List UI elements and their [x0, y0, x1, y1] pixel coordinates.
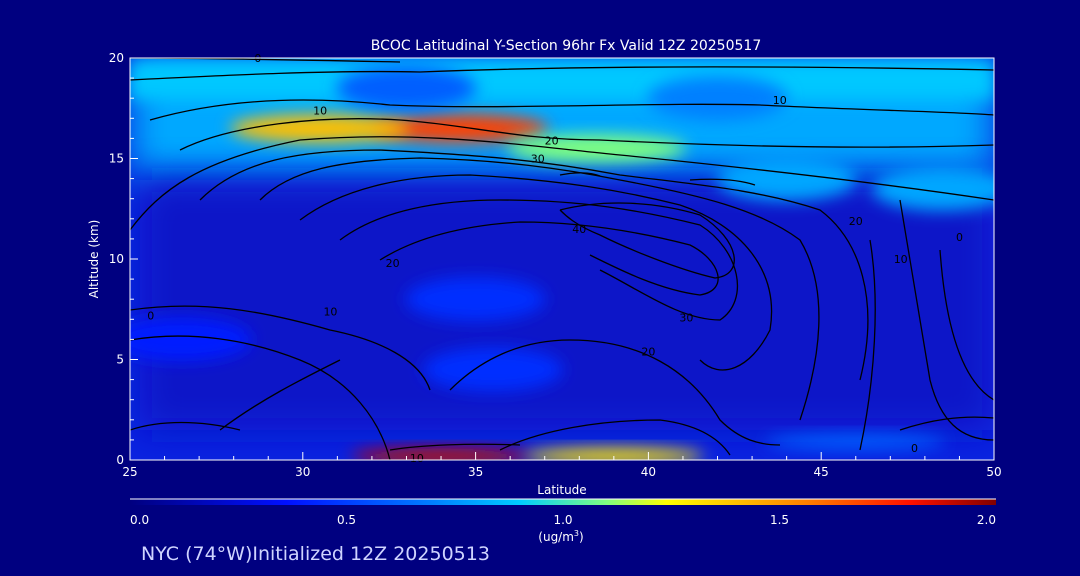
contour-label: 10	[323, 305, 337, 318]
y-tick-label: 20	[109, 51, 124, 65]
contour-label: 30	[531, 153, 545, 166]
x-tick-label: 40	[641, 465, 656, 479]
contour-label: 10	[410, 452, 424, 465]
y-axis-label: Altitude (km)	[87, 220, 101, 299]
heatmap-blob	[405, 277, 546, 322]
colorbar-tick-label: 1.5	[770, 513, 789, 527]
contour-lines	[130, 58, 994, 460]
chart-title: BCOC Latitudinal Y-Section 96hr Fx Valid…	[371, 38, 761, 54]
x-tick-label: 35	[468, 465, 483, 479]
y-axis: 0 5 10 15 20	[109, 51, 138, 467]
heatmap-blob	[130, 317, 252, 362]
footer-caption: NYC (74°W)Initialized 12Z 20250513	[141, 543, 490, 565]
heatmap-blob	[230, 114, 411, 143]
contour-label: 20	[545, 134, 559, 147]
colorbar-tick-label: 0.5	[337, 513, 356, 527]
contour-label: 10	[894, 253, 908, 266]
contour-label: 30	[679, 311, 693, 324]
heatmap-blob	[523, 447, 704, 460]
colorbar-tick-label: 0.0	[130, 513, 149, 527]
y-tick-label: 10	[109, 252, 124, 266]
colorbar-tick-label: 1.0	[553, 513, 572, 527]
heatmap-blob	[872, 166, 994, 211]
contour-label: 20	[641, 345, 655, 358]
heatmap-blob	[716, 156, 857, 201]
x-axis: 25 30 35 40 45 50	[122, 452, 1002, 479]
x-tick-label: 25	[122, 465, 137, 479]
contour-label: 20	[849, 215, 863, 228]
contour-label: 0	[911, 442, 918, 455]
x-tick-label: 30	[295, 465, 310, 479]
contour-label: 0	[147, 309, 154, 322]
contour-label: 0	[956, 231, 963, 244]
heatmap-field	[130, 58, 994, 460]
heatmap-blob	[647, 76, 788, 121]
x-axis-label: Latitude	[537, 483, 586, 497]
y-tick-label: 15	[109, 152, 124, 166]
x-tick-label: 50	[986, 465, 1001, 479]
colorbar-label: (ug/m3)	[538, 529, 583, 544]
contour-label: 20	[386, 257, 400, 270]
contour-label: 10	[313, 104, 327, 117]
y-tick-label: 0	[116, 453, 124, 467]
colorbar	[130, 499, 996, 505]
heatmap-blob	[422, 347, 563, 392]
contour-label: 40	[572, 223, 586, 236]
contour-label: 10	[773, 94, 787, 107]
heatmap-blob	[765, 433, 946, 450]
x-tick-label: 45	[814, 465, 829, 479]
y-tick-label: 5	[116, 353, 124, 367]
colorbar-tick-label: 2.0	[977, 513, 996, 527]
heatmap-blob	[336, 66, 477, 111]
colorbar-ticks: 0.0 0.5 1.0 1.5 2.0	[130, 513, 996, 527]
heatmap-blob	[351, 447, 532, 460]
